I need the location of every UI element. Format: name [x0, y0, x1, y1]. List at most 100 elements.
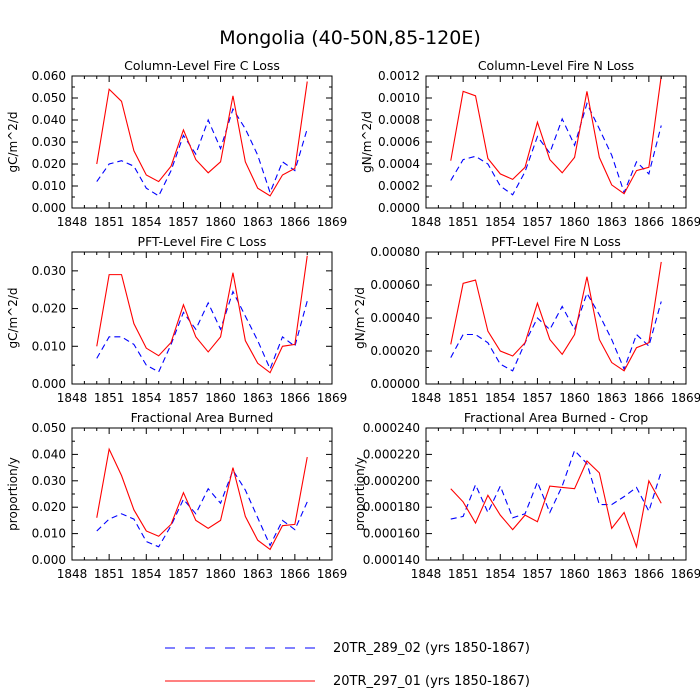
y-tick-label: 0.00000: [370, 377, 420, 391]
y-tick-label: 0.0000: [378, 201, 420, 215]
chart-panel-1: 1848 1851 1854 1857 1860 1863 1866 1869 0.000 0.0…: [6, 58, 347, 229]
x-tick-label: 1851: [448, 391, 479, 405]
x-tick-label: 1863: [242, 391, 273, 405]
plot-frame: [71, 251, 333, 385]
y-tick-label: 0.00040: [370, 311, 420, 325]
x-tick-label: 1854: [131, 215, 162, 229]
y-tick-label: 0.050: [32, 91, 66, 105]
x-tick-label: 1848: [57, 567, 88, 581]
series-line-1: [96, 469, 308, 548]
x-tick-label: 1851: [94, 391, 125, 405]
y-axis-label: gC/m^2/d: [6, 287, 20, 348]
chart-panel-2: 1848 1851 1854 1857 1860 1863 1866 1869 0.0000 0.…: [360, 58, 700, 229]
y-tick-label: 0.000200: [363, 474, 420, 488]
plot-frame: [425, 427, 687, 561]
x-tick-label: 1857: [168, 391, 199, 405]
x-tick-label: 1863: [242, 215, 273, 229]
x-tick-label: 1866: [280, 215, 311, 229]
y-axis-label: gN/m^2/d: [360, 111, 374, 173]
y-tick-label: 0.020: [32, 500, 66, 514]
x-tick-label: 1860: [205, 215, 236, 229]
y-tick-label: 0.030: [32, 135, 66, 149]
x-tick-label: 1860: [559, 215, 590, 229]
x-tick-label: 1848: [411, 215, 442, 229]
x-tick-label: 1860: [205, 391, 236, 405]
x-tick-label: 1851: [94, 567, 125, 581]
x-tick-label: 1848: [57, 215, 88, 229]
x-tick-label: 1860: [559, 567, 590, 581]
y-tick-label: 0.0008: [378, 113, 420, 127]
x-tick-label: 1854: [131, 567, 162, 581]
x-tick-label: 1869: [317, 215, 348, 229]
series-line-1: [96, 290, 308, 373]
x-tick-label: 1869: [317, 391, 348, 405]
panel-title: PFT-Level Fire C Loss: [138, 234, 267, 249]
y-tick-label: 0.000220: [363, 447, 420, 461]
x-tick-label: 1857: [168, 567, 199, 581]
y-tick-label: 0.0006: [378, 135, 420, 149]
series-line-2: [96, 447, 308, 551]
y-tick-label: 0.000160: [363, 527, 420, 541]
x-tick-label: 1866: [634, 567, 665, 581]
plot-frame: [71, 75, 333, 209]
y-tick-label: 0.00020: [370, 344, 420, 358]
y-tick-label: 0.000240: [363, 421, 420, 435]
y-tick-label: 0.010: [32, 339, 66, 353]
y-tick-label: 0.010: [32, 527, 66, 541]
series-line-1: [96, 107, 308, 197]
y-tick-label: 0.000: [32, 553, 66, 567]
x-tick-label: 1857: [522, 215, 553, 229]
x-tick-label: 1869: [671, 567, 700, 581]
panel-title: PFT-Level Fire N Loss: [491, 234, 621, 249]
x-tick-label: 1866: [280, 567, 311, 581]
y-tick-label: 0.010: [32, 179, 66, 193]
series-line-2: [96, 255, 308, 374]
plot-frame: [425, 75, 687, 209]
series-line-1: [450, 449, 662, 520]
x-tick-label: 1869: [671, 391, 700, 405]
series-line-1: [450, 101, 662, 196]
legend-label-series-1: 20TR_289_02 (yrs 1850-1867): [333, 641, 530, 656]
x-tick-label: 1866: [280, 391, 311, 405]
x-tick-label: 1848: [57, 391, 88, 405]
y-tick-label: 0.040: [32, 113, 66, 127]
y-tick-label: 0.020: [32, 157, 66, 171]
y-axis-label: proportion/y: [353, 457, 367, 531]
panel-title: Column-Level Fire C Loss: [124, 58, 280, 73]
chart-panel-3: 1848 1851 1854 1857 1860 1863 1866 1869 0.000 0.0…: [6, 234, 347, 405]
x-tick-label: 1854: [485, 215, 516, 229]
x-tick-label: 1869: [317, 567, 348, 581]
y-tick-label: 0.050: [32, 421, 66, 435]
x-tick-label: 1848: [411, 391, 442, 405]
x-tick-label: 1857: [168, 215, 199, 229]
y-tick-label: 0.000180: [363, 500, 420, 514]
legend: 20TR_289_02 (yrs 1850-1867) 20TR_297_01 …: [165, 641, 530, 689]
x-tick-label: 1860: [559, 391, 590, 405]
chart-panel-5: 1848 1851 1854 1857 1860 1863 1866 1869 0.000 0.0…: [6, 410, 347, 581]
y-tick-label: 0.020: [32, 302, 66, 316]
y-tick-label: 0.0004: [378, 157, 420, 171]
x-tick-label: 1854: [131, 391, 162, 405]
y-axis-label: gC/m^2/d: [6, 111, 20, 172]
x-tick-label: 1851: [448, 215, 479, 229]
series-line-2: [450, 460, 662, 549]
x-tick-label: 1860: [205, 567, 236, 581]
figure-title: Mongolia (40-50N,85-120E): [219, 27, 481, 49]
x-tick-label: 1854: [485, 567, 516, 581]
series-line-2: [96, 81, 308, 197]
series-line-2: [450, 261, 662, 372]
panel-title: Fractional Area Burned: [131, 410, 274, 425]
x-tick-label: 1863: [242, 567, 273, 581]
y-tick-label: 0.040: [32, 447, 66, 461]
chart-panel-6: 1848 1851 1854 1857 1860 1863 1866 1869 0.000140…: [353, 410, 700, 581]
y-tick-label: 0.030: [32, 264, 66, 278]
x-tick-label: 1857: [522, 391, 553, 405]
y-tick-label: 0.0010: [378, 91, 420, 105]
x-tick-label: 1863: [596, 567, 627, 581]
series-line-1: [450, 291, 662, 372]
y-tick-label: 0.0002: [378, 179, 420, 193]
series-line-2: [450, 75, 662, 195]
x-tick-label: 1848: [411, 567, 442, 581]
y-tick-label: 0.030: [32, 474, 66, 488]
